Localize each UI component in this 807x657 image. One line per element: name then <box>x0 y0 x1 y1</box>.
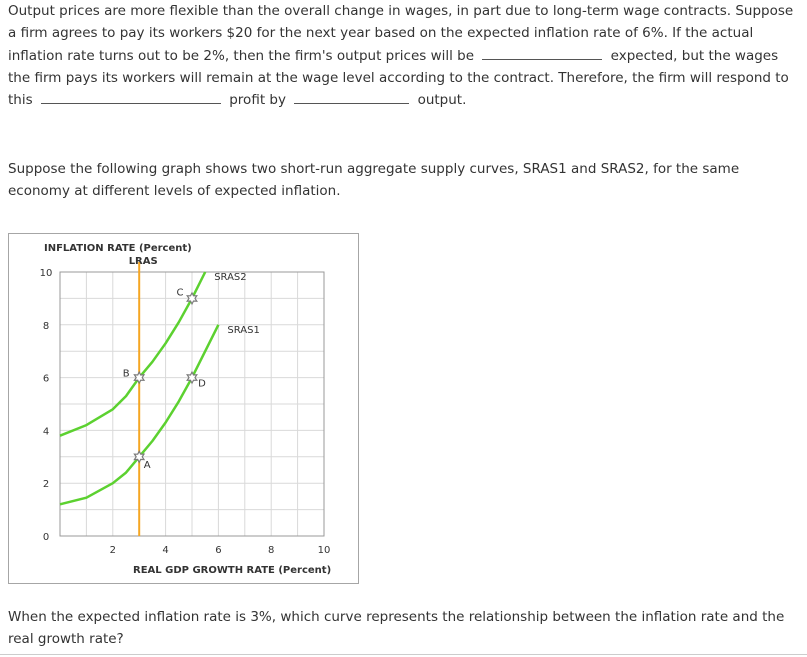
aggregate-supply-chart: 0 2 4 6 8 10 2 4 6 8 10 LRAS SRAS2 SRAS1 A B C D INFLAT… <box>8 233 359 584</box>
point-label-b: B <box>123 369 130 380</box>
point-label-c: C <box>177 287 184 298</box>
section-divider <box>0 654 807 655</box>
y-axis-label: INFLATION RATE (Percent) <box>44 243 192 254</box>
lras-label: LRAS <box>129 256 158 267</box>
point-marker-a <box>133 449 146 464</box>
question-prompt: Output prices are more flexible than the… <box>8 0 801 111</box>
question-2-text: When the expected inflation rate is 3%, … <box>8 609 785 648</box>
chart-canvas: 0 2 4 6 8 10 2 4 6 8 10 LRAS SRAS2 SRAS1 A B C D INFLAT… <box>40 243 332 576</box>
chart-ticks: 0 2 4 6 8 10 2 4 6 8 10 <box>40 268 331 556</box>
point-marker-c <box>186 291 198 306</box>
x-tick-label: 6 <box>215 545 221 556</box>
answer-blank-price-change[interactable] <box>482 45 603 60</box>
question-text-3: profit by <box>229 92 286 109</box>
x-tick-label: 2 <box>110 545 116 556</box>
x-tick-label: 10 <box>318 545 331 556</box>
y-tick-label: 0 <box>43 532 49 543</box>
y-tick-label: 2 <box>43 479 49 490</box>
point-marker-b <box>133 370 146 385</box>
plot-border <box>59 271 325 537</box>
question-text-2: expected, but the wages the firm pays it… <box>8 47 789 109</box>
chart-series: LRAS SRAS2 SRAS1 <box>59 256 260 536</box>
chart-grid <box>59 271 325 537</box>
y-tick-label: 4 <box>43 426 49 437</box>
curve-label-sras2: SRAS2 <box>214 272 246 283</box>
question-text-1: Output prices are more flexible than the… <box>8 3 794 64</box>
chart-points: A B C D <box>123 287 206 470</box>
x-tick-label: 8 <box>268 545 274 556</box>
x-tick-label: 4 <box>162 545 168 556</box>
curve-sras2 <box>59 271 207 437</box>
question-text-4: output. <box>417 92 467 109</box>
curve-sras1 <box>59 324 220 506</box>
point-label-a: A <box>144 460 151 471</box>
y-tick-label: 10 <box>40 268 53 279</box>
y-tick-label: 6 <box>43 374 49 385</box>
y-tick-label: 8 <box>43 321 49 332</box>
x-axis-label: REAL GDP GROWTH RATE (Percent) <box>133 565 331 576</box>
point-marker-d <box>186 370 198 385</box>
answer-blank-profit-change[interactable] <box>40 89 221 105</box>
answer-blank-output-change[interactable] <box>294 89 410 105</box>
point-label-d: D <box>198 379 206 390</box>
graph-intro-text: Suppose the following graph shows two sh… <box>8 161 740 200</box>
curve-label-sras1: SRAS1 <box>227 325 259 336</box>
